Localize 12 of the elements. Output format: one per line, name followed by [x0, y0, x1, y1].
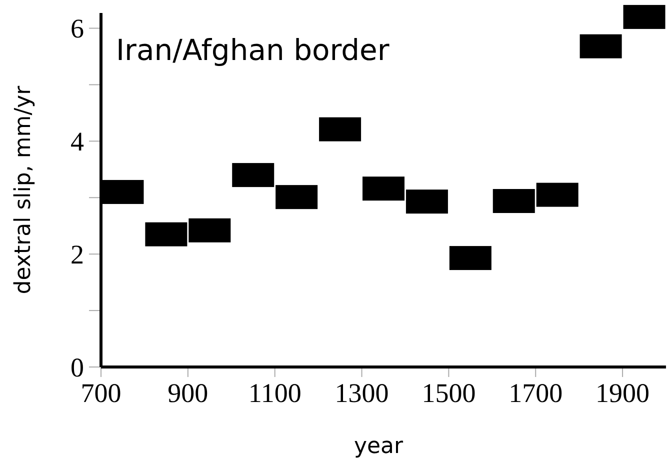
y-tick-label: 2: [70, 240, 84, 270]
x-tick-label: 1100: [248, 378, 302, 408]
y-axis-title: dextral slip, mm/yr: [11, 84, 36, 294]
x-tick-label: 1700: [508, 378, 563, 408]
x-tick-label: 900: [168, 378, 208, 408]
y-tick-label: 6: [70, 14, 84, 44]
x-tick-label: 1900: [596, 378, 650, 408]
x-tick-label: 1300: [334, 378, 389, 408]
y-tick-label: 4: [70, 126, 84, 157]
text: Iran/Afghan border: [116, 33, 390, 67]
x-axis-title: year: [354, 434, 404, 459]
x-tick-label: 1500: [422, 378, 476, 408]
